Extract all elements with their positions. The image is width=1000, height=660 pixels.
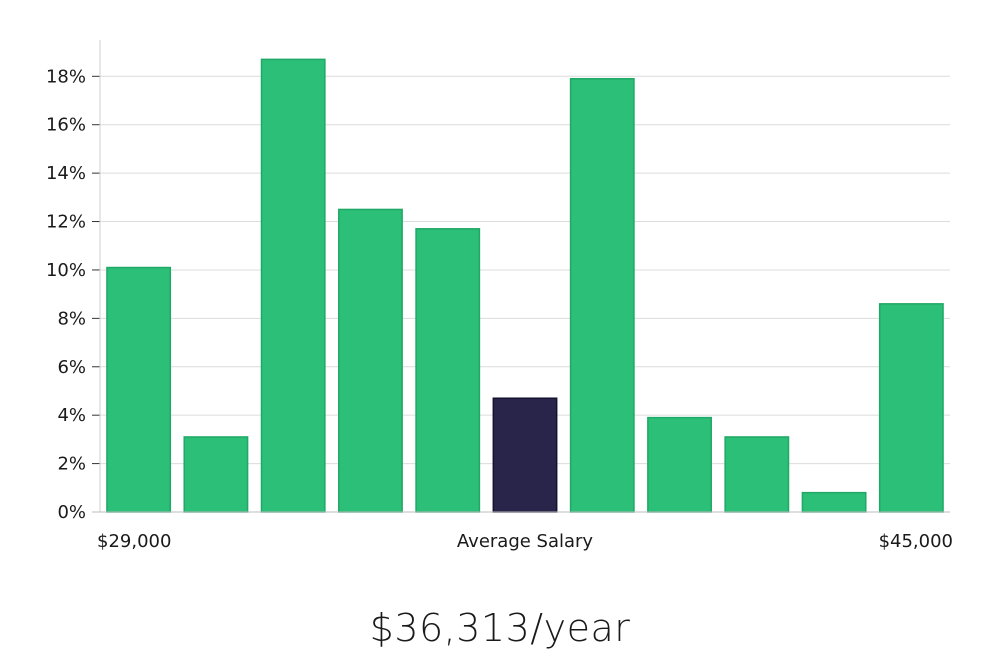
y-tick-label: 2% <box>57 454 86 475</box>
average-salary-value: $36,313/year <box>369 606 631 650</box>
y-tick-label: 10% <box>46 260 86 281</box>
y-tick-label: 6% <box>57 357 86 378</box>
y-tick-label: 16% <box>46 115 86 136</box>
bar <box>106 266 172 513</box>
axes <box>92 40 950 513</box>
y-tick-labels: 0% 2% 4% 6% 8% 10% 12% 14% 16% 18% <box>46 66 86 523</box>
bars <box>106 58 944 513</box>
gridlines <box>100 75 950 465</box>
bar <box>569 77 635 513</box>
x-label-max: $45,000 <box>879 531 953 552</box>
x-label-center: Average Salary <box>457 531 594 552</box>
y-tick-label: 0% <box>57 502 86 523</box>
bar-average-salary <box>492 397 558 513</box>
y-tick-label: 12% <box>46 212 86 233</box>
y-tick-label: 8% <box>57 308 86 329</box>
y-tick-label: 18% <box>46 66 86 87</box>
bar <box>183 436 249 513</box>
x-labels: $29,000 Average Salary $45,000 <box>97 531 953 552</box>
x-label-min: $29,000 <box>97 531 171 552</box>
bar <box>415 228 481 513</box>
bar <box>338 208 403 513</box>
salary-histogram-chart: 0% 2% 4% 6% 8% 10% 12% 14% 16% 18% $29,000 Averag… <box>46 40 953 552</box>
bar <box>647 416 712 513</box>
bar <box>878 303 944 513</box>
bar <box>260 58 326 513</box>
y-tick-label: 4% <box>57 405 86 426</box>
y-tick-label: 14% <box>46 163 86 184</box>
bar <box>801 491 867 513</box>
bar <box>724 436 790 513</box>
